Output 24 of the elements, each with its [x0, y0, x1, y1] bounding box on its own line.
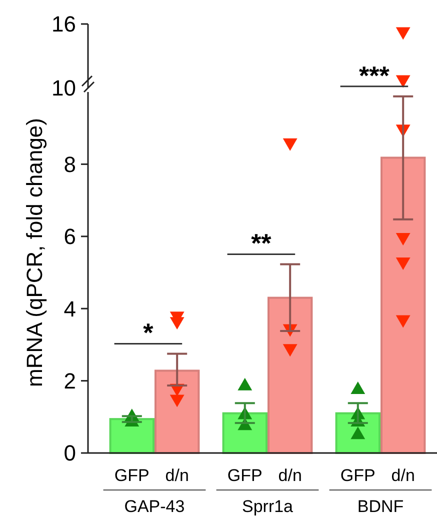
text: d/n: [391, 466, 415, 485]
y-tick-label: 0: [64, 440, 76, 466]
y-tick-label: 8: [64, 152, 76, 177]
y-tick-label: 2: [64, 368, 76, 394]
y-tick-label: 4: [64, 296, 76, 322]
series-label: d/n: [165, 466, 189, 485]
y-tick-label: 6: [64, 224, 76, 250]
text: GFP: [340, 466, 376, 485]
annotation: ***: [359, 60, 390, 90]
x-tick-label: GAP-43: [124, 497, 185, 516]
text: GFP: [227, 466, 262, 485]
annotation: **: [251, 228, 272, 258]
y-axis-title: mRNA (qPCR, fold change): [22, 118, 47, 387]
x-tick-label: Sprr1a: [242, 497, 294, 516]
y-tick-label: 10: [52, 76, 76, 101]
bar: [268, 296, 313, 454]
text: d/n: [278, 466, 302, 485]
bar: [109, 418, 154, 454]
y-tick-label: 16: [52, 12, 76, 37]
series-label: GFP: [114, 466, 150, 485]
bar: [154, 370, 200, 454]
annotation: *: [143, 318, 154, 348]
bar: [380, 156, 426, 454]
x-tick-label: BDNF: [357, 497, 404, 516]
